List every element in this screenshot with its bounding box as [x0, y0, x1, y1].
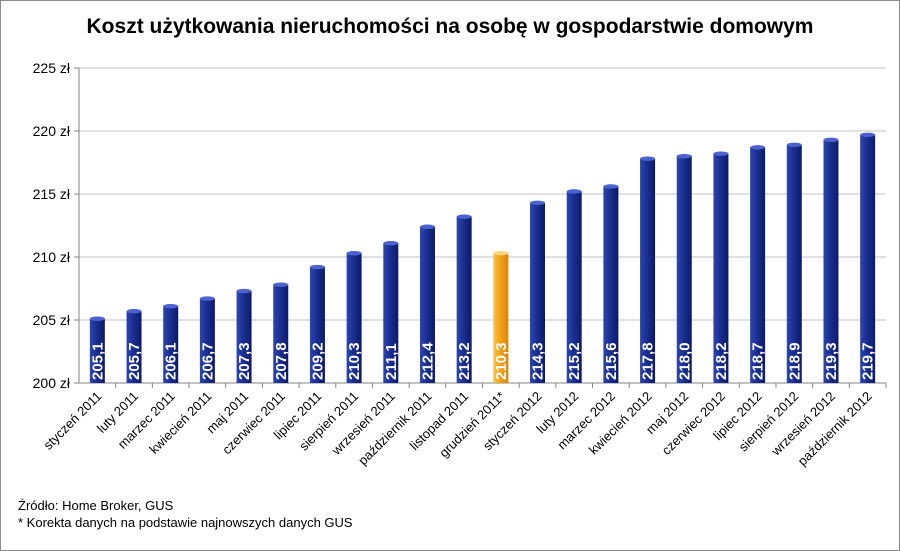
bar-top	[823, 137, 839, 143]
data-label: 207,8	[273, 342, 290, 380]
bar-top	[603, 184, 619, 189]
bar	[566, 191, 582, 383]
bar-top	[493, 251, 509, 256]
bar-top	[383, 240, 399, 246]
bar-top	[456, 214, 472, 219]
bar	[456, 216, 472, 383]
data-label: 206,7	[199, 342, 216, 380]
bar-top	[346, 251, 362, 256]
bar-top	[126, 308, 142, 314]
bar	[126, 311, 142, 383]
data-label: 205,1	[89, 342, 106, 380]
bar-top	[273, 282, 289, 287]
data-label: 218,9	[786, 342, 803, 380]
y-tick-label: 225 zł	[33, 60, 71, 76]
bar	[493, 253, 509, 383]
bar-top	[786, 142, 802, 148]
data-label: 205,7	[126, 342, 143, 380]
bar	[786, 144, 802, 383]
bar	[383, 243, 399, 383]
data-label: 210,3	[493, 342, 510, 380]
y-tick-label: 220 zł	[33, 123, 71, 139]
bar	[309, 267, 325, 383]
data-label: 212,4	[419, 342, 436, 380]
data-label: 217,8	[640, 342, 657, 380]
footnote: * Korekta danych na podstawie najnowszyc…	[18, 515, 353, 530]
bar-top	[89, 316, 105, 321]
data-label: 219,7	[860, 342, 877, 380]
data-label: 215,6	[603, 342, 620, 380]
bar-top	[750, 145, 766, 150]
bar	[89, 318, 105, 383]
bar-top	[199, 296, 215, 301]
data-label: 218,2	[713, 342, 730, 380]
bar-top	[640, 156, 656, 161]
bar-top	[676, 154, 692, 159]
bar-top	[530, 200, 546, 206]
bar	[750, 147, 766, 383]
data-label: 218,7	[750, 342, 767, 380]
bar-top	[163, 303, 179, 309]
bar	[273, 284, 289, 383]
y-tick-label: 215 zł	[33, 186, 71, 202]
data-label: 219,3	[823, 342, 840, 380]
bar	[530, 202, 546, 383]
data-label: 213,2	[456, 342, 473, 380]
x-tick-label: styczeń 2011	[40, 389, 104, 453]
bar	[163, 306, 179, 383]
bar	[640, 158, 656, 383]
bar-top	[713, 151, 729, 156]
bar-top	[419, 224, 435, 229]
bar-top	[309, 264, 325, 270]
bar	[419, 226, 435, 383]
y-tick-label: 205 zł	[33, 312, 71, 328]
bar-top	[566, 189, 582, 194]
bar	[823, 139, 839, 383]
bar	[676, 156, 692, 383]
bar	[236, 291, 252, 383]
data-label: 210,3	[346, 342, 363, 380]
x-tick-label: wrzesień 2011	[328, 389, 398, 459]
data-label: 209,2	[309, 342, 326, 380]
bar	[860, 134, 876, 383]
data-label: 218,0	[676, 342, 693, 380]
bar	[603, 186, 619, 383]
bar-top	[860, 132, 876, 137]
data-label: 214,3	[530, 342, 547, 380]
bar-top	[236, 288, 252, 294]
y-tick-label: 210 zł	[33, 249, 71, 265]
data-label: 207,3	[236, 342, 253, 380]
chart-title: Koszt użytkowania nieruchomości na osobę…	[86, 15, 814, 38]
data-label: 206,1	[163, 342, 180, 380]
y-tick-label: 200 zł	[33, 375, 71, 391]
bar	[199, 298, 215, 383]
source-note: Źródło: Home Broker, GUS	[18, 498, 174, 513]
data-label: 215,2	[566, 342, 583, 380]
bar	[346, 253, 362, 383]
data-label: 211,1	[383, 343, 400, 380]
bar	[713, 153, 729, 383]
